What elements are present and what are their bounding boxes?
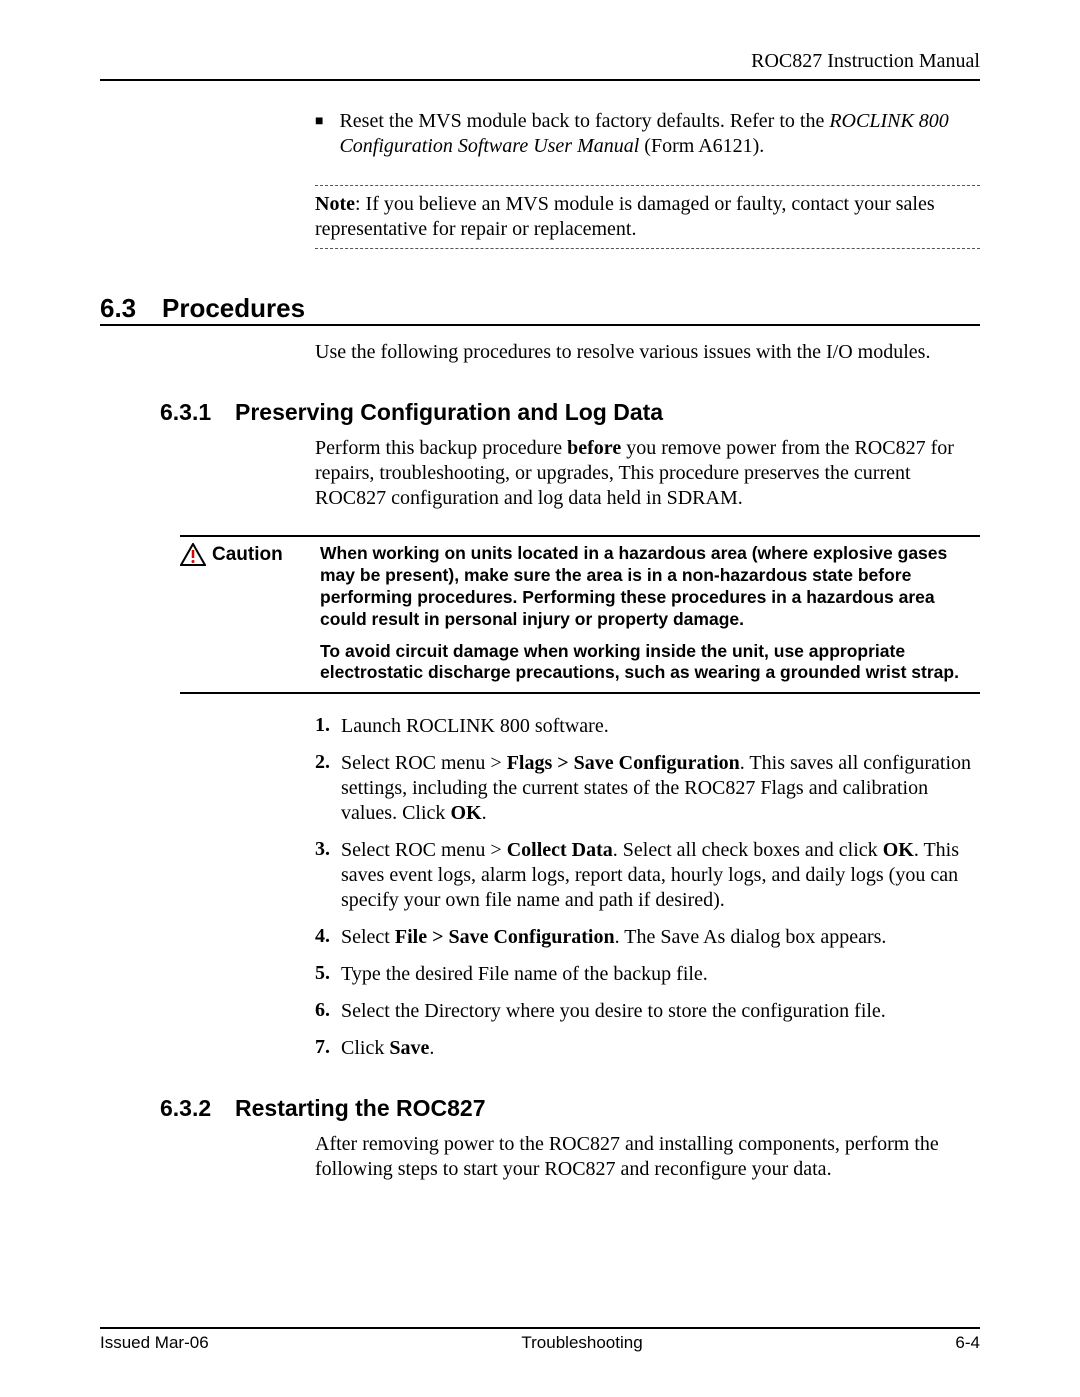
step-1: 1. Launch ROCLINK 800 software. (315, 714, 980, 739)
step-4: 4. Select File > Save Configuration. The… (315, 925, 980, 950)
caution-label: Caution (212, 544, 283, 566)
step-body: Select File > Save Configuration. The Sa… (341, 925, 886, 950)
step-num: 7. (315, 1036, 341, 1059)
heading-title: Preserving Configuration and Log Data (235, 399, 663, 426)
bullet-square-icon: ■ (315, 114, 323, 130)
step-6: 6. Select the Directory where you desire… (315, 999, 980, 1024)
note-block: Note: If you believe an MVS module is da… (315, 185, 980, 249)
step-body: Launch ROCLINK 800 software. (341, 714, 609, 739)
footer-left: Issued Mar-06 (100, 1333, 209, 1353)
step-num: 1. (315, 714, 341, 737)
step-body: Select ROC menu > Collect Data. Select a… (341, 838, 980, 913)
heading-num: 6.3.1 (160, 399, 235, 426)
step-num: 5. (315, 962, 341, 985)
step-7: 7. Click Save. (315, 1036, 980, 1061)
step-2: 2. Select ROC menu > Flags > Save Config… (315, 751, 980, 826)
heading-6-3: 6.3 Procedures (100, 293, 980, 326)
step-num: 3. (315, 838, 341, 861)
bullet-item: ■ Reset the MVS module back to factory d… (315, 109, 980, 159)
warning-triangle-icon (180, 543, 206, 566)
heading-title: Restarting the ROC827 (235, 1095, 486, 1122)
note-label: Note (315, 193, 355, 215)
footer-row: Issued Mar-06 Troubleshooting 6-4 (100, 1333, 980, 1353)
sec632-p: After removing power to the ROC827 and i… (315, 1132, 980, 1182)
step-body: Select the Directory where you desire to… (341, 999, 886, 1024)
step-body: Click Save. (341, 1036, 434, 1061)
step-num: 6. (315, 999, 341, 1022)
header-rule (100, 79, 980, 81)
heading-num: 6.3.2 (160, 1095, 235, 1122)
heading-6-3-2: 6.3.2 Restarting the ROC827 (160, 1095, 980, 1122)
step-num: 2. (315, 751, 341, 774)
step-num: 4. (315, 925, 341, 948)
note-text: : If you believe an MVS module is damage… (315, 193, 935, 240)
footer-center: Troubleshooting (521, 1333, 642, 1353)
header-doc-title: ROC827 Instruction Manual (100, 50, 980, 73)
step-body: Type the desired File name of the backup… (341, 962, 708, 987)
heading-6-3-1: 6.3.1 Preserving Configuration and Log D… (160, 399, 980, 426)
footer-rule (100, 1327, 980, 1329)
footer-right: 6-4 (955, 1333, 980, 1353)
heading-title: Procedures (162, 293, 305, 324)
sec631-p1: Perform this backup procedure before you… (315, 436, 980, 511)
heading-num: 6.3 (100, 293, 162, 324)
step-body: Select ROC menu > Flags > Save Configura… (341, 751, 980, 826)
caution-text: When working on units located in a hazar… (320, 543, 980, 684)
caution-block: Caution When working on units located in… (180, 535, 980, 694)
step-5: 5. Type the desired File name of the bac… (315, 962, 980, 987)
sec63-intro: Use the following procedures to resolve … (315, 340, 980, 365)
procedure-steps: 1. Launch ROCLINK 800 software. 2. Selec… (315, 714, 980, 1061)
bullet-text: Reset the MVS module back to factory def… (339, 109, 980, 159)
step-3: 3. Select ROC menu > Collect Data. Selec… (315, 838, 980, 913)
